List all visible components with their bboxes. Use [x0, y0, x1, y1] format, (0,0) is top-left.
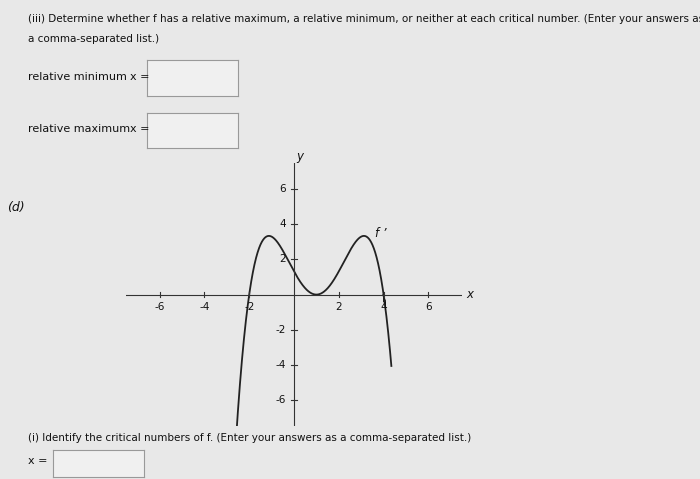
Text: -6: -6: [155, 303, 164, 312]
Text: x =: x =: [28, 456, 48, 466]
Text: -2: -2: [244, 303, 254, 312]
Text: -2: -2: [276, 325, 286, 335]
Text: x =: x =: [130, 125, 149, 134]
Text: 2: 2: [335, 303, 342, 312]
Text: f ’: f ’: [374, 227, 386, 240]
Text: 4: 4: [380, 303, 387, 312]
Text: 6: 6: [425, 303, 432, 312]
Text: 4: 4: [279, 219, 286, 229]
Text: 6: 6: [279, 184, 286, 194]
Text: x: x: [466, 288, 473, 301]
Text: relative maximum: relative maximum: [28, 125, 130, 134]
Text: (iii) Determine whether f has a relative maximum, a relative minimum, or neither: (iii) Determine whether f has a relative…: [28, 14, 700, 24]
Text: (i) Identify the critical numbers of f. (Enter your answers as a comma-separated: (i) Identify the critical numbers of f. …: [28, 433, 471, 444]
Text: x =: x =: [130, 72, 149, 81]
Text: -4: -4: [276, 360, 286, 370]
Text: y: y: [296, 150, 303, 163]
Text: -6: -6: [276, 395, 286, 405]
Text: -4: -4: [199, 303, 209, 312]
Text: 2: 2: [279, 254, 286, 264]
Text: a comma-separated list.): a comma-separated list.): [28, 34, 159, 44]
Text: (d): (d): [7, 201, 24, 214]
Text: relative minimum: relative minimum: [28, 72, 127, 81]
